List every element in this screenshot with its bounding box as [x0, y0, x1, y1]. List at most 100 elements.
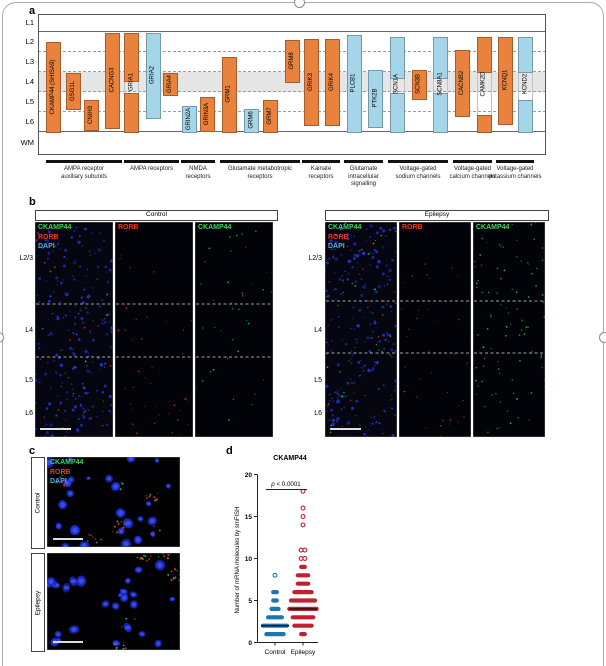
scale-bar — [330, 428, 361, 431]
data-point-row — [295, 573, 311, 578]
gene-bar-SCN8A1 — [433, 92, 448, 133]
micrograph-control-0 — [35, 222, 113, 437]
image-background — [35, 222, 113, 437]
data-point-open — [300, 522, 306, 528]
y-tick-label: 15 — [245, 514, 253, 521]
data-point-open — [298, 547, 304, 553]
gene-bar-CNIH3 — [84, 99, 99, 131]
layer-label-L6-1: L6 — [314, 410, 322, 417]
layer-boundary-line — [38, 31, 546, 33]
gene-label: GRM8 — [288, 52, 295, 70]
layer-label-l6: L6 — [25, 116, 34, 126]
panel-b-label: b — [29, 196, 36, 208]
panel-d-dotplot: CKAMP44 Number of mRNA molecules by smFIS… — [235, 455, 319, 656]
x-tick-label-control: Control — [265, 649, 287, 656]
category-label: Voltage-gated calcium channels — [449, 166, 496, 180]
gene-bar-GRIA2 — [145, 32, 161, 119]
chart-title: CKAMP44 — [273, 455, 307, 462]
image-background — [47, 457, 180, 547]
data-point-row — [271, 590, 279, 595]
layer-label-l2: L2 — [25, 36, 34, 46]
category-bar — [302, 160, 340, 163]
gene-bar-GRM8 — [284, 39, 300, 83]
layer-label-l3: L3 — [25, 56, 34, 66]
channel-label-ckamp44: CKAMP44 — [50, 459, 84, 466]
gene-label: GRM1 — [225, 85, 232, 103]
channel-label-rorb: RORB — [118, 224, 139, 231]
gene-bar-GRM7 — [263, 99, 278, 133]
gene-bar-GRIK4 — [324, 38, 340, 126]
layer-label-l4: L4 — [25, 76, 34, 86]
category-label: Voltage-gated sodium channels — [395, 166, 441, 180]
data-point-row — [292, 590, 314, 595]
panel-c-epilepsy-rowlabel: Epilepsy — [31, 553, 45, 652]
gene-bar-CAMK2D — [476, 114, 492, 133]
data-point-open — [272, 572, 278, 578]
layer-label-L23-1: L2/3 — [308, 255, 322, 262]
layer-label-L5-0: L5 — [25, 377, 33, 384]
gene-bar-GRIN3A — [199, 96, 215, 132]
category-bar — [388, 160, 448, 163]
data-point-row — [271, 598, 279, 603]
gene-bar-SCN8A1 — [433, 36, 448, 79]
data-point-row — [290, 615, 316, 620]
image-background — [473, 222, 545, 437]
channel-label-rorb: RORB — [38, 233, 59, 241]
gene-bar-KCND2 — [518, 99, 533, 133]
category-bar — [46, 160, 122, 163]
micrograph-control-2-canvas — [195, 222, 273, 437]
selection-handle-top[interactable] — [294, 0, 305, 8]
micrograph-control-highmag-canvas — [47, 457, 180, 547]
micrograph-control-1-canvas — [115, 222, 193, 437]
y-tick-label: 10 — [245, 556, 253, 563]
layer-label-L23-0: L2/3 — [19, 255, 33, 262]
gene-bar-GRIN2A — [182, 105, 197, 133]
image-background — [195, 222, 273, 437]
image-background — [399, 222, 471, 437]
layer-label-L5-1: L5 — [314, 377, 322, 384]
data-point-row — [299, 632, 307, 637]
channel-label-rorb: RORB — [402, 224, 423, 231]
gene-label: KCND2 — [522, 74, 528, 95]
channel-label-rorb: RORB — [328, 233, 349, 241]
gene-label: PTK2B — [372, 88, 378, 108]
gene-label: GRIN3A — [203, 102, 210, 125]
layer-boundary-line — [38, 91, 546, 93]
scale-bar — [53, 538, 83, 541]
category-label: Glutamate metabotropic receptors — [227, 166, 293, 180]
gene-label: GRM6 — [248, 111, 254, 129]
micrograph-epilepsy-1-canvas — [399, 222, 471, 437]
layer-boundary-line — [38, 111, 546, 113]
micrograph-epilepsy-0-canvas — [325, 222, 397, 437]
gene-label: GRM7 — [267, 107, 273, 125]
data-point-open — [300, 514, 306, 519]
gene-label: CNIH3 — [88, 105, 94, 124]
gene-bar-CACNB2 — [454, 49, 470, 117]
scale-bar — [40, 428, 71, 431]
layer-label-l1: L1 — [25, 18, 34, 27]
category-label: Kainate receptors — [308, 166, 334, 180]
micrograph-epilepsy-2 — [473, 222, 545, 437]
category-label: AMPA receptors — [130, 166, 173, 172]
gene-bar-KCND2 — [518, 36, 533, 73]
category-label: NMDA receptors — [185, 166, 211, 180]
panel-c-label: c — [29, 445, 36, 457]
panel-b-epilepsy-header: Epilepsy — [325, 210, 549, 221]
x-tick-label-epilepsy: Epilepsy — [291, 649, 316, 656]
epilepsy-header-label: Epilepsy — [424, 211, 450, 219]
gene-bar-GRIA4 — [163, 72, 178, 96]
channel-label-ckamp44: CKAMP44 — [476, 224, 510, 231]
gene-label: GRIA2 — [149, 66, 156, 85]
micrograph-epilepsy-1 — [399, 222, 471, 437]
data-point-row — [288, 598, 318, 603]
y-tick-label: 5 — [248, 598, 252, 605]
gene-label: PLCB1 — [350, 73, 357, 93]
channel-label-ckamp44: CKAMP44 — [38, 224, 72, 231]
gene-bar-KCNQ1 — [498, 36, 513, 125]
gene-label: CKAMP44 (SHISA9) — [50, 59, 56, 115]
y-tick-label: 0 — [248, 640, 252, 647]
selection-handle-right[interactable] — [599, 332, 606, 343]
p-value-label: p < 0.0001 — [270, 481, 301, 488]
gene-bar-CAMK2D — [476, 36, 492, 73]
